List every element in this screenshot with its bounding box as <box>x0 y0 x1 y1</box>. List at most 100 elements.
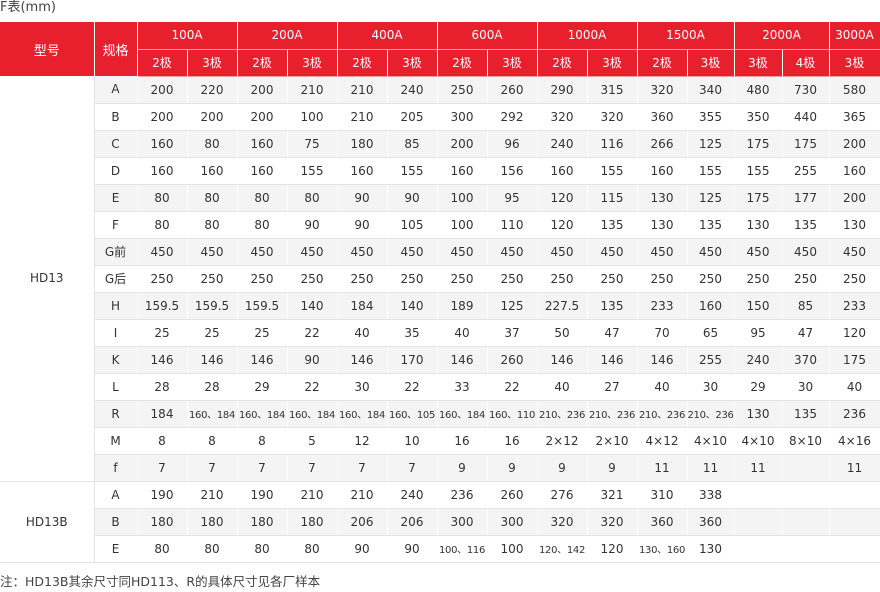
value-cell: 450 <box>287 238 338 266</box>
value-cell: 120 <box>829 319 880 347</box>
value-cell: 160 <box>187 157 238 185</box>
value-cell: 175 <box>782 130 830 158</box>
value-cell: 170 <box>387 346 438 374</box>
value-cell: 200 <box>829 130 880 158</box>
spec-cell: A <box>94 76 138 104</box>
spec-cell: B <box>94 508 138 536</box>
value-cell: 160 <box>537 157 588 185</box>
value-cell: 4×10 <box>687 427 735 455</box>
value-cell: 30 <box>337 373 388 401</box>
pole-header: 2极 <box>437 49 488 77</box>
value-cell: 236 <box>437 480 488 509</box>
value-cell: 105 <box>387 211 438 239</box>
value-cell: 190 <box>137 480 188 509</box>
value-cell: 90 <box>337 184 388 212</box>
value-cell: 90 <box>337 535 388 563</box>
value-cell: 210、236 <box>587 400 638 428</box>
value-cell: 338 <box>687 480 735 509</box>
table-row: E 80 80 80 80 90 90 100、116 100 120、142 120 130、160… <box>0 535 880 563</box>
value-cell: 29 <box>237 373 288 401</box>
value-cell: 184 <box>137 400 188 428</box>
value-cell: 580 <box>829 76 880 104</box>
value-cell: 22 <box>387 373 438 401</box>
table-row: D 160 160 160 155 160 155 160 156 160 155 160 155 155… <box>0 157 880 185</box>
value-cell: 255 <box>687 346 735 374</box>
value-cell: 320 <box>587 103 638 131</box>
value-cell: 146 <box>637 346 688 374</box>
value-cell: 28 <box>137 373 188 401</box>
value-cell: 150 <box>734 292 783 320</box>
spec-cell: L <box>94 373 138 401</box>
header-row-poles: 2极 3极 2极 3极 2极 3极 2极 3极 2极 3极 2极 3极 3极 4极 3极 <box>0 49 880 77</box>
value-cell: 40 <box>537 373 588 401</box>
value-cell: 80 <box>237 535 288 563</box>
value-cell: 25 <box>187 319 238 347</box>
value-cell: 9 <box>537 454 588 482</box>
value-cell: 160 <box>437 157 488 185</box>
table-row: H 159.5 159.5 159.5 140 184 140 189 125 227.5 135 2… <box>0 292 880 320</box>
value-cell: 16 <box>487 427 538 455</box>
value-cell: 146 <box>537 346 588 374</box>
spec-cell: F <box>94 211 138 239</box>
value-cell: 116 <box>587 130 638 158</box>
pole-header: 3极 <box>287 49 338 77</box>
value-cell: 80 <box>187 211 238 239</box>
value-cell <box>734 535 783 563</box>
pole-header: 2极 <box>637 49 688 77</box>
value-cell: 11 <box>829 454 880 482</box>
value-cell: 210 <box>187 480 238 509</box>
value-cell: 200 <box>437 130 488 158</box>
value-cell: 292 <box>487 103 538 131</box>
value-cell: 160 <box>637 157 688 185</box>
value-cell: 70 <box>637 319 688 347</box>
spec-cell: I <box>94 319 138 347</box>
value-cell: 160 <box>237 130 288 158</box>
value-cell: 120 <box>537 211 588 239</box>
value-cell: 4×16 <box>829 427 880 455</box>
value-cell: 250 <box>782 265 830 293</box>
value-cell: 200 <box>187 103 238 131</box>
value-cell: 160、105 <box>387 400 438 428</box>
value-cell: 205 <box>387 103 438 131</box>
value-cell: 159.5 <box>187 292 238 320</box>
value-cell: 260 <box>487 76 538 104</box>
value-cell: 7 <box>237 454 288 482</box>
value-cell: 90 <box>387 535 438 563</box>
spec-header: 规格 <box>94 22 138 76</box>
value-cell: 110 <box>487 211 538 239</box>
value-cell: 315 <box>587 76 638 104</box>
value-cell: 250 <box>437 265 488 293</box>
value-cell: 160、110 <box>487 400 538 428</box>
value-cell: 130 <box>829 211 880 239</box>
value-cell: 310 <box>637 480 688 509</box>
value-cell: 450 <box>237 238 288 266</box>
value-cell: 146 <box>587 346 638 374</box>
value-cell: 40 <box>437 319 488 347</box>
value-cell: 160、184 <box>237 400 288 428</box>
value-cell: 40 <box>637 373 688 401</box>
value-cell: 130 <box>687 535 735 563</box>
value-cell: 180 <box>187 508 238 536</box>
value-cell <box>782 480 830 509</box>
value-cell: 135 <box>782 211 830 239</box>
value-cell: 80 <box>137 184 188 212</box>
pole-header: 3极 <box>687 49 735 77</box>
value-cell: 90 <box>387 184 438 212</box>
value-cell: 250 <box>387 265 438 293</box>
value-cell: 450 <box>734 238 783 266</box>
value-cell: 450 <box>537 238 588 266</box>
value-cell: 320 <box>637 76 688 104</box>
value-cell: 7 <box>287 454 338 482</box>
value-cell: 10 <box>387 427 438 455</box>
value-cell: 85 <box>387 130 438 158</box>
value-cell: 22 <box>487 373 538 401</box>
dimension-table: 型号 规格 100A 200A 400A 600A 1000A 1500A 20… <box>0 22 880 563</box>
value-cell: 450 <box>487 238 538 266</box>
value-cell: 200 <box>237 76 288 104</box>
spec-cell: K <box>94 346 138 374</box>
value-cell: 80 <box>287 184 338 212</box>
value-cell: 160 <box>687 292 735 320</box>
value-cell: 360 <box>687 508 735 536</box>
value-cell: 159.5 <box>137 292 188 320</box>
value-cell: 450 <box>337 238 388 266</box>
